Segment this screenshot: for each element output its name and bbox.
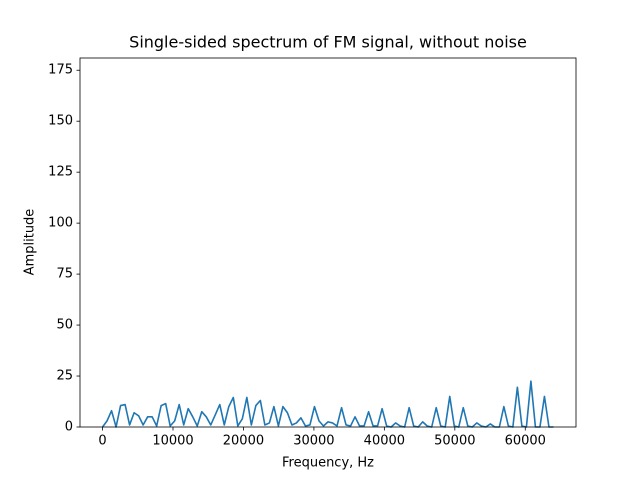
y-tick-label: 125 bbox=[48, 165, 73, 180]
chart-title: Single-sided spectrum of FM signal, with… bbox=[129, 33, 527, 52]
y-tick-label: 175 bbox=[48, 63, 73, 78]
data-line bbox=[101, 380, 554, 428]
x-tick-label: 50000 bbox=[434, 434, 475, 449]
x-axis-label: Frequency, Hz bbox=[282, 456, 374, 471]
y-tick-label: 0 bbox=[65, 420, 73, 435]
y-tick-label: 100 bbox=[48, 216, 73, 231]
x-tick-label: 60000 bbox=[505, 434, 546, 449]
y-tick-label: 150 bbox=[48, 114, 73, 129]
plot-frame bbox=[79, 57, 577, 428]
x-tick-label: 10000 bbox=[152, 434, 193, 449]
x-tick-label: 40000 bbox=[364, 434, 405, 449]
x-tick-label: 0 bbox=[98, 434, 106, 449]
y-tick-label: 25 bbox=[56, 369, 73, 384]
y-axis-label: Amplitude bbox=[23, 209, 38, 276]
x-tick-label: 20000 bbox=[223, 434, 264, 449]
y-tick-label: 50 bbox=[56, 318, 73, 333]
y-tick-label: 75 bbox=[56, 267, 73, 282]
x-tick-label: 30000 bbox=[293, 434, 334, 449]
